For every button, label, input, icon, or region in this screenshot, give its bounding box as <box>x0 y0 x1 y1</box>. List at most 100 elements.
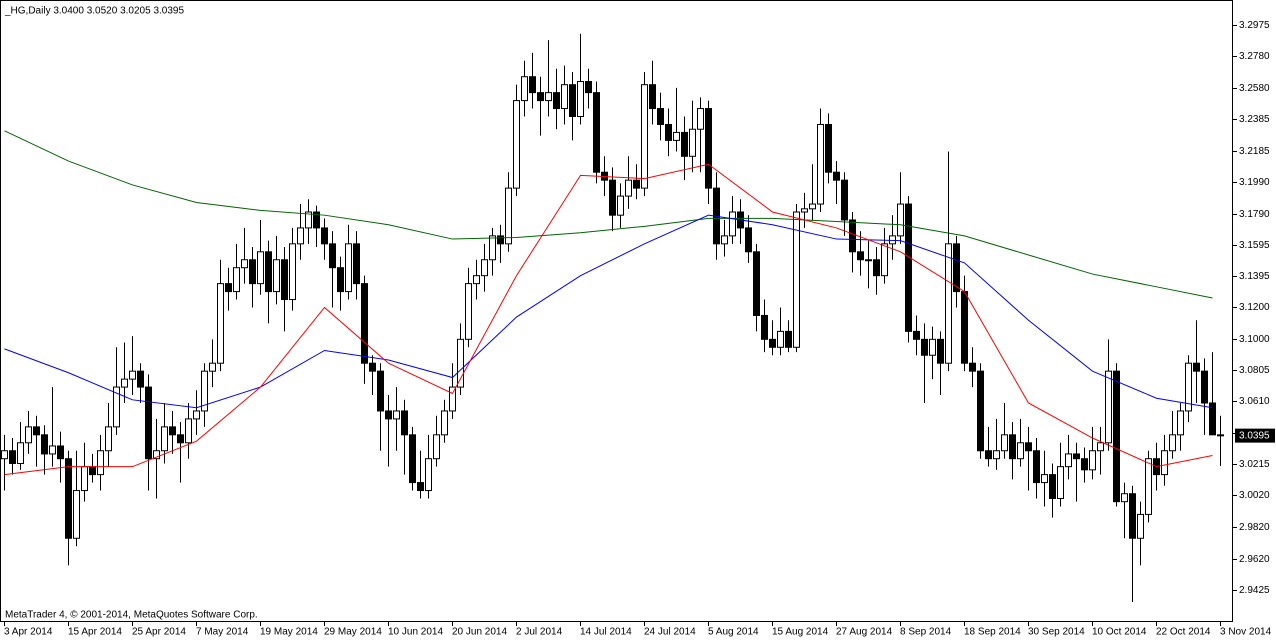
x-tick-label: 30 Sep 2014 <box>1028 627 1085 638</box>
x-tick-label: 3 Apr 2014 <box>4 627 53 638</box>
candle-body <box>321 227 328 245</box>
candle-body <box>977 370 984 452</box>
candle-body <box>641 84 648 189</box>
candle-body <box>1169 434 1176 452</box>
candle-body <box>769 338 776 348</box>
candle-body <box>865 259 872 262</box>
candle-body <box>489 235 496 261</box>
x-tick-label: 10 Jun 2014 <box>388 627 443 638</box>
candle-body <box>969 362 976 372</box>
y-tick-label: 3.1200 <box>1239 302 1270 313</box>
candle-body <box>137 370 144 388</box>
candle-body <box>1017 442 1024 460</box>
candle-body <box>305 211 312 229</box>
y-tick-label: 3.1000 <box>1239 334 1270 345</box>
candle-body <box>249 259 256 285</box>
x-tick-label: 8 Sep 2014 <box>900 627 952 638</box>
candle-body <box>1097 442 1104 452</box>
candle-body <box>265 251 272 293</box>
candle-body <box>609 179 616 216</box>
y-tick-label: 3.1595 <box>1239 240 1270 251</box>
candle-body <box>777 330 784 348</box>
candle-body <box>193 410 200 420</box>
candle-body <box>353 243 360 285</box>
y-tick-label: 3.1990 <box>1239 177 1270 188</box>
moving-average <box>4 163 1213 476</box>
x-tick-label: 5 Aug 2014 <box>708 627 759 638</box>
x-tick-label: 27 Aug 2014 <box>836 627 893 638</box>
candle-body <box>177 434 184 444</box>
candle-body <box>905 203 912 332</box>
candle-body <box>313 211 320 229</box>
candle-body <box>657 108 664 125</box>
moving-average <box>4 130 1213 299</box>
candle-body <box>825 123 832 173</box>
candle-body <box>665 123 672 141</box>
y-tick-label: 3.2385 <box>1239 114 1270 125</box>
candle-body <box>1217 434 1224 437</box>
candle-body <box>681 131 688 157</box>
candle-body <box>1113 370 1120 503</box>
candle-body <box>1129 493 1136 539</box>
candle-body <box>9 450 16 464</box>
candle-body <box>1209 402 1216 436</box>
copyright: MetaTrader 4, © 2001-2014, MetaQuotes So… <box>5 610 258 621</box>
candle-body <box>465 283 472 340</box>
candle-body <box>217 283 224 364</box>
candle-body <box>105 426 112 452</box>
candle-body <box>1073 453 1080 460</box>
candle-body <box>841 179 848 221</box>
x-tick-label: 19 May 2014 <box>260 627 318 638</box>
candle-body <box>169 426 176 436</box>
candle-body <box>385 410 392 420</box>
candle-body <box>785 330 792 348</box>
candle-body <box>521 76 528 102</box>
moving-average <box>4 214 1213 409</box>
y-tick-label: 2.9620 <box>1239 554 1270 565</box>
y-tick-label: 3.2580 <box>1239 83 1270 94</box>
candle-body <box>57 445 64 460</box>
candle-body <box>1145 458 1152 515</box>
candle-body <box>721 235 728 245</box>
candle-body <box>545 92 552 102</box>
candle-body <box>937 338 944 364</box>
candle-body <box>945 243 952 364</box>
candle-body <box>921 338 928 356</box>
candle-body <box>689 128 696 157</box>
y-tick-label: 3.0610 <box>1239 396 1270 407</box>
candle-body <box>1193 362 1200 372</box>
candle-body <box>793 211 800 348</box>
candle-body <box>377 370 384 412</box>
candle-body <box>593 92 600 173</box>
x-tick-label: 22 Oct 2014 <box>1156 627 1211 638</box>
candle-body <box>513 100 520 189</box>
last-price-label: 3.0395 <box>1239 430 1270 441</box>
candle-body <box>257 251 264 285</box>
y-tick-label: 2.9425 <box>1239 585 1270 596</box>
candle-body <box>1033 450 1040 484</box>
plot-frame <box>0 0 1233 622</box>
candle-body <box>817 123 824 205</box>
candle-body <box>1065 453 1072 468</box>
candle-body <box>929 338 936 356</box>
candle-body <box>625 179 632 197</box>
candle-body <box>209 362 216 372</box>
candle-body <box>1137 513 1144 539</box>
candle-body <box>25 426 32 444</box>
candle-body <box>729 211 736 237</box>
candle-body <box>993 450 1000 460</box>
candle-body <box>457 338 464 388</box>
candle-body <box>473 275 480 285</box>
candle-body <box>1105 370 1112 444</box>
candle-body <box>809 203 816 210</box>
candle-body <box>361 283 368 364</box>
candle-body <box>401 410 408 436</box>
candle-body <box>801 208 808 213</box>
candle-body <box>833 171 840 181</box>
candle-body <box>889 235 896 245</box>
candle-body <box>529 76 536 94</box>
candle-body <box>761 314 768 340</box>
candle-body <box>17 442 24 464</box>
y-tick-label: 3.0805 <box>1239 365 1270 376</box>
candle-body <box>569 84 576 118</box>
